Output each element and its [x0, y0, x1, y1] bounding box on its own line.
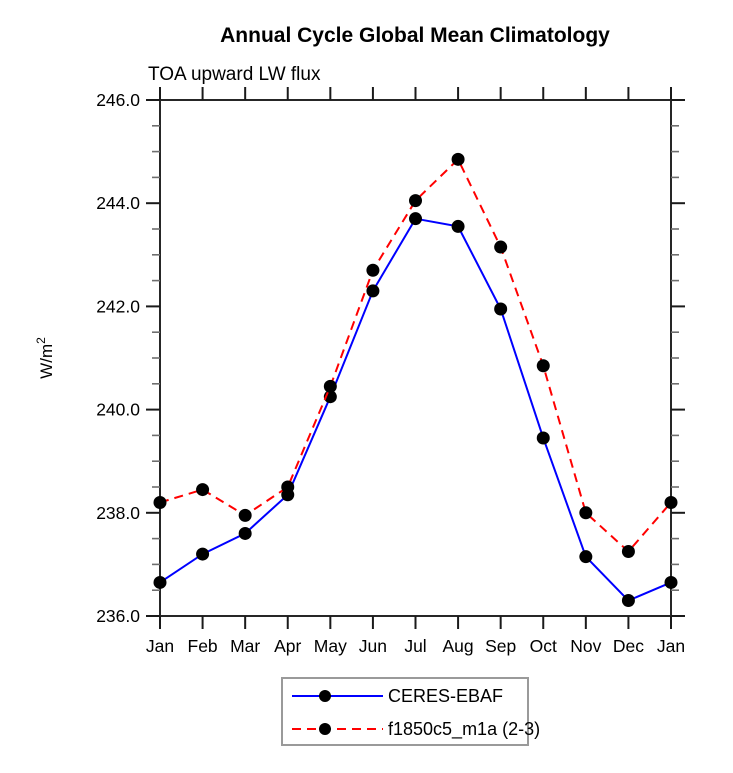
legend-marker	[319, 723, 331, 735]
x-tick-label: Dec	[613, 636, 644, 656]
x-tick-label: May	[314, 636, 347, 656]
data-point	[451, 152, 465, 166]
data-point	[196, 483, 210, 497]
x-tick-label: Jan	[657, 636, 685, 656]
data-point	[409, 194, 422, 208]
data-point	[196, 547, 210, 561]
data-point	[579, 506, 593, 520]
y-tick-label: 246.0	[96, 90, 140, 110]
data-point	[281, 480, 295, 494]
x-tick-label: Aug	[443, 636, 474, 656]
data-point	[153, 575, 167, 589]
chart-title: Annual Cycle Global Mean Climatology	[220, 24, 610, 47]
x-tick-label: Jan	[146, 636, 174, 656]
data-point	[579, 550, 593, 564]
legend-label: f1850c5_m1a (2-3)	[388, 719, 540, 740]
x-tick-label: Oct	[530, 636, 557, 656]
data-point	[409, 212, 422, 226]
series-line-0	[159, 217, 672, 602]
data-point	[238, 526, 252, 540]
x-tick-label: Jul	[404, 636, 426, 656]
chart-legend: CERES-EBAF f1850c5_m1a (2-3)	[281, 677, 540, 746]
y-tick-label: 242.0	[96, 296, 140, 316]
x-tick-label: Mar	[230, 636, 260, 656]
plot-area: 236.0 238.0 240.0 242.0 244.0 246.0 Jan Feb Mar A…	[34, 87, 685, 656]
data-point	[366, 284, 380, 298]
data-point	[494, 240, 508, 254]
data-point	[323, 379, 337, 393]
x-tick-label: Nov	[570, 636, 601, 656]
y-tick-label: 244.0	[96, 193, 140, 213]
y-tick-label: 236.0	[96, 606, 140, 626]
legend-label: CERES-EBAF	[388, 686, 503, 706]
data-point	[664, 495, 678, 509]
x-tick-label: Apr	[274, 636, 301, 656]
chart-subtitle: TOA upward LW flux	[148, 64, 321, 85]
legend-marker	[319, 690, 331, 702]
data-point	[451, 219, 465, 233]
x-tick-label: Sep	[485, 636, 516, 656]
data-point	[153, 495, 167, 509]
y-tick-label: 238.0	[96, 503, 140, 523]
data-point	[664, 575, 678, 589]
data-point	[536, 359, 550, 373]
data-point	[366, 263, 380, 277]
data-point	[621, 594, 635, 608]
x-tick-label: Jun	[359, 636, 387, 656]
data-point	[494, 302, 508, 316]
y-tick-label: 240.0	[96, 400, 140, 420]
y-axis-title: W/m2	[34, 337, 56, 379]
data-point	[536, 431, 550, 445]
x-tick-label: Feb	[188, 636, 218, 656]
data-point	[238, 508, 252, 522]
data-point	[621, 545, 635, 558]
